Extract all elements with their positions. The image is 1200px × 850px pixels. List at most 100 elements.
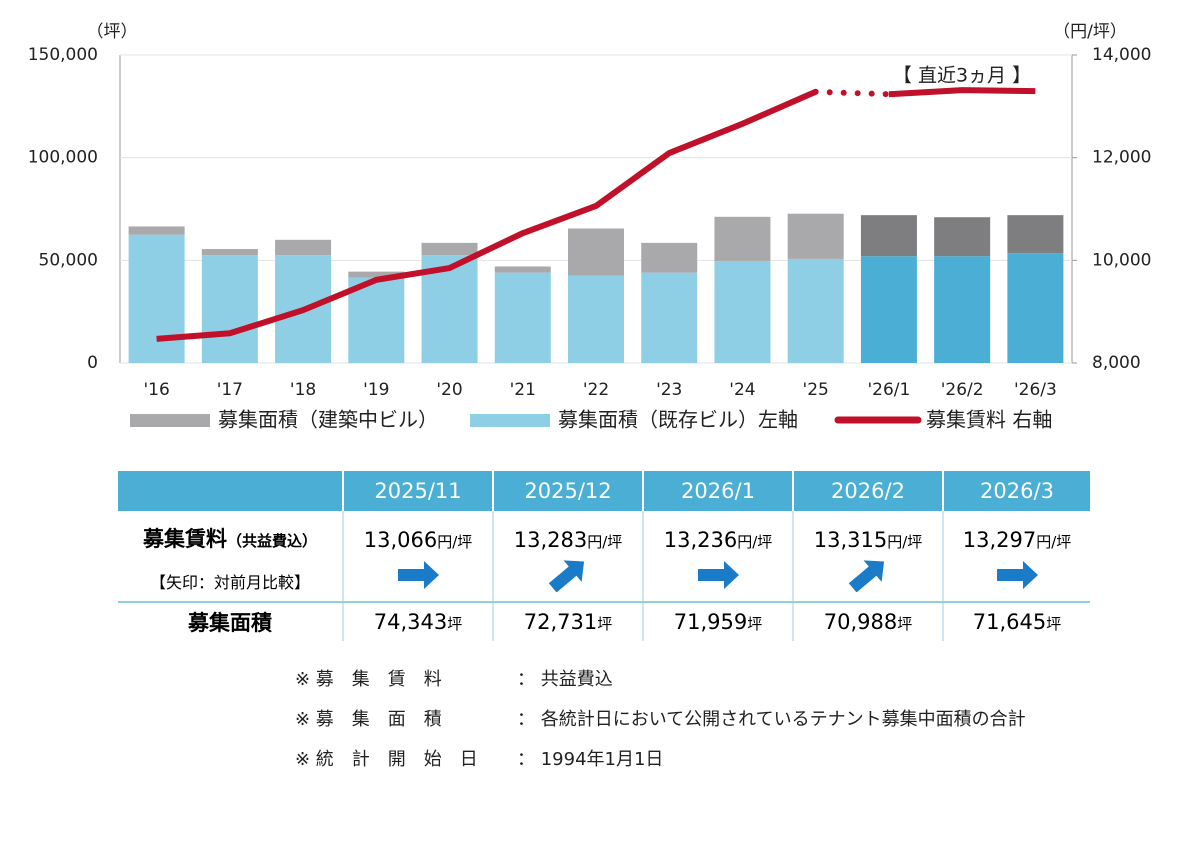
bar [201,249,258,256]
trend-arrow [698,560,739,589]
legend-swatch [130,414,210,427]
bar [128,234,185,363]
x-tick-label: '21 [510,380,536,400]
area-unit: 坪 [747,615,763,633]
area-cell: 71,645坪 [942,602,1090,641]
note-text: ： 1994年1月1日 [517,749,664,770]
bar [934,256,991,363]
x-tick-label: '26/3 [1014,380,1057,400]
rent-unit: 円/坪 [887,533,923,551]
bar [348,277,405,363]
bar [421,242,478,256]
arrow-shape [997,560,1038,589]
bar [714,260,771,363]
y2-tick-label: 14,000 [1092,45,1151,65]
note: ※ 募 集 賃 料 ： 共益費込 [295,660,1026,700]
area-value: 70,988 [823,610,898,634]
note: ※ 募 集 面 積 ： 各統計日において公開されているテナント募集中面積の合計 [295,700,1026,740]
trend-arrow [997,560,1038,589]
trend-cell [492,553,643,603]
column-header: 2026/2 [792,471,943,511]
y-tick-label: 150,000 [28,45,98,65]
area-cell: 70,988坪 [792,602,943,641]
arrow-shape [398,560,439,589]
arrow-shape [698,560,739,589]
line-dotted [812,88,892,98]
trend-arrow [848,559,885,592]
y2-tick-label: 12,000 [1092,148,1151,168]
rent-unit: 円/坪 [737,533,773,551]
bar [494,272,551,363]
annotation: 【 直近3ヵ月 】 [893,65,1031,87]
area-value: 71,645 [972,610,1047,634]
x-tick-label: '18 [290,380,316,400]
legend-label: 募集賃料 右軸 [926,408,1052,432]
note-label: ※ 募 集 面 積 [295,709,442,730]
rent-sub: （共益費込） [226,532,317,550]
area-cell: 71,959坪 [642,602,793,641]
note-text: ： 各統計日において公開されているテナント募集中面積の合計 [517,709,1026,730]
bar [714,216,771,261]
corner [118,471,343,511]
area-cell: 74,343坪 [342,602,493,641]
x-tick-label: '26/2 [941,380,984,400]
rent-header: 募集賃料（共益費込） 【矢印：対前月比較】 [118,511,343,603]
bar [568,275,624,363]
column-header: 2026/1 [642,471,793,511]
y2-tick-label: 10,000 [1092,250,1151,270]
bar [201,255,258,363]
x-tick-label: '16 [143,380,169,400]
summary-table: 2025/11 2025/12 2026/1 2026/2 2026/3 募集賃料（共益… [118,471,1090,641]
rent-value: 13,297 [962,528,1037,552]
area-value: 71,959 [673,610,748,634]
column-header: 2026/3 [942,471,1090,511]
bar [787,258,844,363]
x-tick-label: '24 [729,380,755,400]
bar [860,215,917,257]
y-unit: （坪） [87,22,138,42]
column-header: 2025/12 [492,471,643,511]
trend-cell [792,553,943,603]
line [156,89,817,342]
x-tick-label: '22 [583,380,609,400]
arrow-shape [548,559,585,592]
y-tick-label: 100,000 [28,148,98,168]
rent-value: 13,283 [513,528,588,552]
y2-tick-label: 8,000 [1092,353,1141,373]
x-tick-label: '17 [217,380,243,400]
rent-value: 13,066 [363,528,438,552]
column-header: 2025/11 [342,471,493,511]
rent-unit: 円/坪 [437,533,473,551]
trend-cell [642,553,793,603]
legend-label: 募集面積（既存ビル）左軸 [558,408,798,432]
trend-arrow [548,559,585,592]
area-label: 募集面積 [188,611,272,635]
bar [641,242,698,273]
chart: （坪） （円/坪） 0 50,000 100,000 150,000 8,000 10,0… [28,22,1152,432]
rent-cell: 13,315円/坪 [792,511,943,553]
rent-cell: 13,066円/坪 [342,511,493,553]
x-tick-label: '20 [436,380,462,400]
y2-unit: （円/坪） [1053,22,1127,42]
note: ※ 統 計 開 始 日 ： 1994年1月1日 [295,740,1026,780]
x-tick-label: '26/1 [867,380,910,400]
bar [494,266,551,273]
bar [568,228,624,276]
legend-swatch [470,414,550,427]
area-value: 72,731 [523,610,598,634]
x-tick-label: '25 [803,380,829,400]
bar [1007,253,1064,363]
bar [128,226,185,235]
area-cell: 72,731坪 [492,602,643,641]
area-unit: 坪 [447,615,463,633]
rent-cell: 13,283円/坪 [492,511,643,553]
trend-arrow [398,560,439,589]
bar [787,213,844,259]
bar [275,239,332,256]
trend-cell [942,553,1090,603]
trend-cell [342,553,493,603]
rent-unit: 円/坪 [1036,533,1072,551]
rent-label: 募集賃料 [142,527,227,551]
area-unit: 坪 [1046,615,1062,633]
